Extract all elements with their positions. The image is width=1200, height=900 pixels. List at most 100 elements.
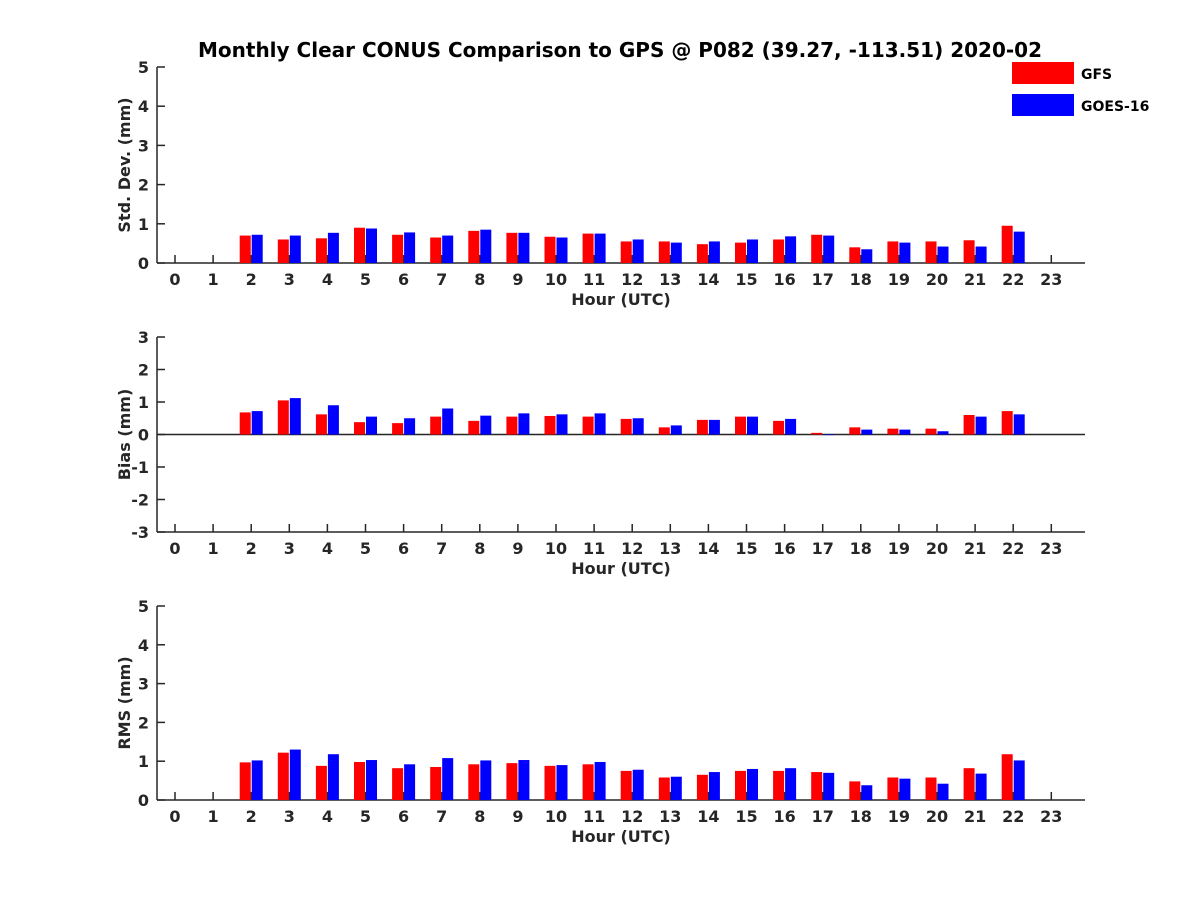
std-dev-bar-goes16 xyxy=(747,239,758,263)
rms-x-tick-label: 2 xyxy=(246,807,257,826)
bias-bar-gfs xyxy=(239,412,251,435)
rms-bar-gfs xyxy=(582,764,594,800)
std-dev-bar-gfs xyxy=(582,233,594,263)
std-dev-bar-gfs xyxy=(658,241,670,263)
bias-bar-goes16 xyxy=(289,398,301,435)
bias-bar-gfs xyxy=(925,428,937,435)
std-dev-y-tick-label: 5 xyxy=(138,58,149,77)
rms-y-tick-label: 2 xyxy=(138,713,149,732)
bias-x-tick-label: 6 xyxy=(398,539,409,558)
bias-bar-gfs xyxy=(773,420,785,435)
rms-x-tick-label: 12 xyxy=(621,807,643,826)
std-dev-bar-goes16 xyxy=(899,242,911,263)
bias-bar-gfs xyxy=(315,414,327,435)
bias-bar-goes16 xyxy=(937,431,949,435)
std-dev-bar-gfs xyxy=(468,230,480,263)
std-dev-bar-gfs xyxy=(773,239,785,263)
bias-x-tick-label: 16 xyxy=(773,539,795,558)
bias-bar-goes16 xyxy=(975,416,987,435)
std-dev-bar-goes16 xyxy=(251,234,263,263)
rms-bar-gfs xyxy=(239,762,251,800)
bias-x-tick-label: 1 xyxy=(208,539,219,558)
rms-x-tick-label: 18 xyxy=(850,807,872,826)
bias-x-tick-label: 9 xyxy=(512,539,523,558)
std-dev-bar-goes16 xyxy=(861,249,873,263)
rms-y-tick-label: 1 xyxy=(138,752,149,771)
rms-bar-goes16 xyxy=(289,749,301,800)
std-dev-bar-gfs xyxy=(1001,225,1013,263)
bias-bar-gfs xyxy=(658,427,670,435)
rms-bar-goes16 xyxy=(366,760,377,800)
bias-bar-gfs xyxy=(1001,411,1013,435)
rms-bar-gfs xyxy=(620,770,632,800)
bias-x-tick-label: 13 xyxy=(659,539,681,558)
std-dev-bar-goes16 xyxy=(518,232,530,263)
bias-bar-gfs xyxy=(735,416,746,435)
std-dev-bar-gfs xyxy=(239,235,251,263)
std-dev-bar-gfs xyxy=(506,232,518,263)
bias-bar-gfs xyxy=(430,416,442,435)
std-dev-bar-goes16 xyxy=(327,232,339,263)
bias-bar-goes16 xyxy=(1013,414,1025,435)
rms-x-tick-label: 14 xyxy=(697,807,719,826)
std-dev-bar-goes16 xyxy=(404,232,416,263)
std-dev-x-tick-label: 20 xyxy=(926,270,948,289)
legend-label-gfs: GFS xyxy=(1081,67,1112,83)
rms-x-tick-label: 6 xyxy=(398,807,409,826)
rms-bar-gfs xyxy=(658,777,670,800)
rms-bar-gfs xyxy=(849,781,861,800)
std-dev-bar-gfs xyxy=(925,241,937,263)
rms-x-tick-label: 20 xyxy=(926,807,948,826)
rms-y-tick-label: 3 xyxy=(138,675,149,694)
bias-x-tick-label: 19 xyxy=(888,539,910,558)
rms-x-tick-label: 17 xyxy=(812,807,834,826)
bias-x-tick-label: 22 xyxy=(1002,539,1024,558)
rms-bar-goes16 xyxy=(823,772,835,800)
rms-bar-goes16 xyxy=(442,758,454,800)
bias-x-tick-label: 20 xyxy=(926,539,948,558)
bias-bar-goes16 xyxy=(708,419,720,435)
chart-title: Monthly Clear CONUS Comparison to GPS @ … xyxy=(198,38,1042,62)
std-dev-y-tick-label: 4 xyxy=(138,97,149,116)
std-dev-bar-gfs xyxy=(620,241,632,263)
legend-swatch-gfs xyxy=(1012,62,1074,84)
rms-bar-goes16 xyxy=(518,760,530,800)
rms-bar-goes16 xyxy=(480,760,492,800)
bias-bar-goes16 xyxy=(518,413,530,435)
std-dev-bar-gfs xyxy=(735,242,746,263)
bias-bar-goes16 xyxy=(785,418,797,435)
std-dev-x-tick-label: 23 xyxy=(1040,270,1062,289)
rms-x-tick-label: 21 xyxy=(964,807,986,826)
std-dev-x-tick-label: 0 xyxy=(169,270,180,289)
rms-x-tick-label: 13 xyxy=(659,807,681,826)
bias-bar-goes16 xyxy=(442,408,454,435)
std-dev-x-tick-label: 12 xyxy=(621,270,643,289)
rms-y-tick-label: 0 xyxy=(138,791,149,810)
bias-bar-goes16 xyxy=(670,425,682,435)
bias-bar-gfs xyxy=(620,418,632,435)
rms-bar-goes16 xyxy=(251,760,263,800)
rms-bar-goes16 xyxy=(937,783,949,800)
rms-x-tick-label: 8 xyxy=(474,807,485,826)
rms-bar-goes16 xyxy=(556,765,568,800)
rms-x-tick-label: 3 xyxy=(284,807,295,826)
rms-bar-gfs xyxy=(887,777,899,800)
std-dev-x-tick-label: 9 xyxy=(512,270,523,289)
std-dev-bar-goes16 xyxy=(289,235,301,263)
rms-bar-gfs xyxy=(506,763,518,800)
bias-x-axis-label: Hour (UTC) xyxy=(571,559,671,578)
bias-bar-gfs xyxy=(277,400,289,435)
bias-x-tick-label: 15 xyxy=(735,539,757,558)
std-dev-bar-gfs xyxy=(392,234,404,263)
rms-bar-gfs xyxy=(735,770,746,800)
rms-x-tick-label: 11 xyxy=(583,807,605,826)
std-dev-bar-gfs xyxy=(696,244,708,263)
std-dev-bar-goes16 xyxy=(823,235,835,263)
rms-x-tick-label: 23 xyxy=(1040,807,1062,826)
rms-bar-goes16 xyxy=(708,772,720,800)
rms-bar-gfs xyxy=(544,765,556,800)
bias-bar-goes16 xyxy=(594,413,606,435)
std-dev-x-tick-label: 11 xyxy=(583,270,605,289)
